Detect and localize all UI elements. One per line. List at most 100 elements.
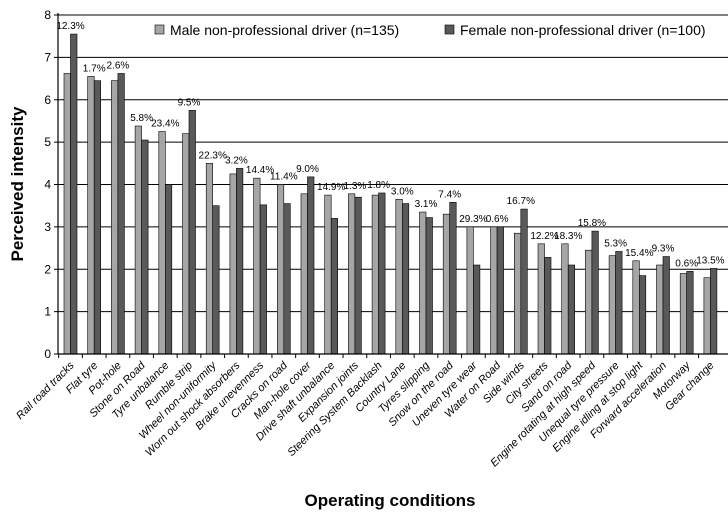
bar-male bbox=[703, 277, 711, 355]
bar-female bbox=[354, 196, 362, 355]
bar-male bbox=[63, 73, 71, 355]
bar-female bbox=[567, 264, 576, 355]
y-tick-label: 1 bbox=[44, 305, 51, 319]
bar-male bbox=[466, 226, 474, 355]
data-label: 14.4% bbox=[246, 165, 274, 176]
bar-male bbox=[348, 193, 356, 355]
data-label: 12.2% bbox=[530, 231, 558, 242]
data-label: 16.7% bbox=[507, 196, 535, 207]
data-label: 14.9% bbox=[317, 182, 345, 193]
y-tick-label: 0 bbox=[44, 347, 51, 361]
bar-female bbox=[378, 192, 386, 355]
bar-female bbox=[425, 217, 433, 355]
legend: Male non-professional driver (n=135) Fem… bbox=[154, 22, 706, 38]
bar-female bbox=[330, 218, 339, 355]
data-label: 0.6% bbox=[675, 258, 698, 269]
x-axis-title: Operating conditions bbox=[305, 491, 476, 510]
y-axis-title: Perceived intensity bbox=[8, 106, 27, 262]
data-label: 5.3% bbox=[604, 238, 627, 249]
bar-male bbox=[324, 194, 332, 355]
gridlines bbox=[58, 14, 728, 355]
bar-male bbox=[276, 184, 285, 355]
bar-male bbox=[513, 232, 522, 355]
y-tick-label: 5 bbox=[44, 135, 51, 149]
bar-female bbox=[496, 226, 504, 355]
y-tick-label: 8 bbox=[44, 8, 51, 22]
y-tick-label: 6 bbox=[44, 93, 51, 107]
data-label: 18.3% bbox=[554, 231, 582, 242]
data-label: 7.4% bbox=[438, 189, 461, 200]
bar-female bbox=[615, 251, 623, 355]
data-label: 1.8% bbox=[367, 180, 390, 191]
bar-male bbox=[442, 213, 451, 355]
bar-female bbox=[307, 176, 315, 355]
bar-male bbox=[253, 177, 261, 355]
bar-female bbox=[710, 268, 718, 355]
data-label: 3.0% bbox=[391, 186, 414, 197]
data-label: 13.5% bbox=[696, 255, 724, 266]
bar-male bbox=[490, 226, 498, 355]
bar-male bbox=[585, 249, 593, 355]
data-label: 29.3% bbox=[459, 214, 487, 225]
data-label: 1.3% bbox=[344, 181, 367, 192]
data-label: 9.5% bbox=[178, 97, 201, 108]
data-labels: 12.3% 1.7% 2.6% 5.8%23.4% 9.5% 22.3%3.2%14.4%… bbox=[56, 21, 724, 269]
bar-male bbox=[371, 194, 379, 355]
data-label: 23.4% bbox=[151, 119, 179, 130]
bar-female bbox=[544, 257, 552, 355]
bar-male bbox=[182, 133, 190, 355]
data-label: 2.6% bbox=[107, 60, 130, 71]
bar-female bbox=[662, 256, 670, 355]
bar-female bbox=[283, 203, 291, 355]
bar-female bbox=[212, 205, 220, 355]
y-tick-label: 3 bbox=[44, 220, 51, 234]
bar-female bbox=[117, 73, 125, 355]
bar-male bbox=[158, 131, 166, 355]
y-tick-label: 4 bbox=[44, 178, 51, 192]
bar-female bbox=[449, 201, 457, 355]
y-tick-label: 7 bbox=[44, 50, 51, 64]
bar-female bbox=[93, 80, 101, 355]
data-label: 0.6% bbox=[486, 214, 509, 225]
data-label: 9.3% bbox=[652, 244, 675, 255]
bar-male bbox=[300, 193, 308, 355]
bar-female bbox=[520, 208, 528, 355]
bar-female bbox=[473, 264, 481, 355]
bar-female bbox=[686, 271, 694, 355]
bar-male bbox=[679, 273, 688, 355]
axes bbox=[57, 13, 728, 355]
bar-male bbox=[205, 163, 213, 355]
data-label: 15.4% bbox=[625, 248, 653, 259]
bar-male bbox=[395, 199, 403, 355]
y-axis-ticks: 0 1 2 3 4 5 6 7 8 bbox=[44, 8, 58, 361]
bar-male bbox=[608, 255, 616, 355]
bar-female bbox=[638, 275, 647, 355]
data-label: 3.1% bbox=[415, 199, 438, 210]
bar-female bbox=[259, 204, 267, 355]
bar-male bbox=[419, 211, 427, 355]
bar-female bbox=[236, 168, 244, 355]
legend-label-male: Male non-professional driver (n=135) bbox=[170, 22, 399, 38]
bar-male bbox=[87, 76, 95, 355]
bar-female bbox=[165, 184, 173, 355]
data-label: 12.3% bbox=[56, 21, 84, 32]
bar-male bbox=[656, 264, 664, 355]
bar-female bbox=[70, 33, 78, 355]
data-label: 1.7% bbox=[83, 63, 106, 74]
bar-male bbox=[111, 80, 119, 355]
bar-male bbox=[134, 125, 142, 355]
legend-label-female: Female non-professional driver (n=100) bbox=[460, 22, 706, 38]
data-label: 22.3% bbox=[199, 150, 227, 161]
data-label: 9.0% bbox=[296, 164, 319, 175]
data-label: 5.8% bbox=[130, 113, 153, 124]
bar-female bbox=[141, 139, 149, 355]
y-tick-label: 2 bbox=[44, 262, 51, 276]
bar-female bbox=[401, 203, 410, 355]
data-label: 15.8% bbox=[578, 218, 606, 229]
legend-swatch-female bbox=[444, 24, 455, 35]
bar-male bbox=[229, 173, 237, 355]
bar-female bbox=[188, 110, 196, 355]
legend-swatch-male bbox=[154, 24, 165, 35]
data-label: 3.2% bbox=[225, 155, 248, 166]
